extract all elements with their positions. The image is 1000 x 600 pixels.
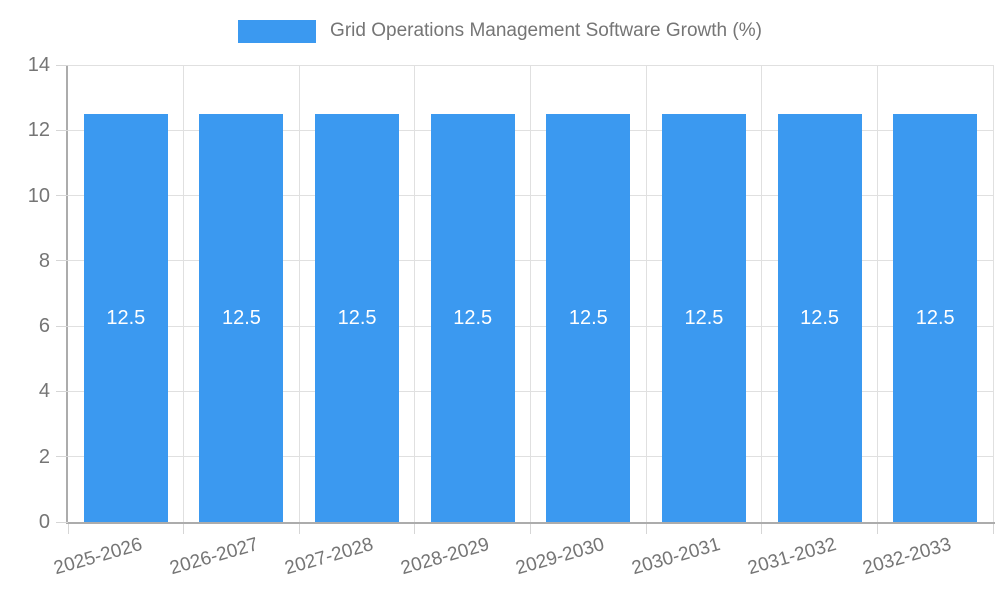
bar-value-label: 12.5 (453, 306, 493, 329)
legend-item[interactable]: Grid Operations Management Software Grow… (238, 19, 762, 43)
x-axis-tick (530, 524, 531, 534)
bar[interactable]: 12.5 (430, 113, 515, 522)
y-axis-tick (56, 456, 68, 458)
gridline-vertical (761, 65, 763, 522)
x-axis-tick-label: 2032-2033 (860, 534, 954, 580)
y-axis-tick-label: 10 (27, 184, 50, 207)
x-axis-tick-label: 2025-2026 (51, 534, 145, 580)
x-axis-tick-label: 2026-2027 (167, 534, 261, 580)
gridline-vertical (530, 65, 531, 522)
x-axis-tick-label: 2027-2028 (282, 534, 376, 580)
bar[interactable]: 12.5 (546, 113, 631, 522)
y-axis-tick (56, 64, 68, 66)
y-axis-line (66, 65, 68, 524)
gridline-vertical (992, 65, 994, 522)
x-axis-tick (183, 524, 185, 534)
y-axis-tick-label: 2 (38, 445, 50, 468)
y-axis-tick-label: 12 (27, 119, 50, 142)
y-axis-tick (56, 195, 68, 197)
y-axis-tick (56, 390, 68, 392)
y-axis-tick (56, 521, 68, 523)
y-axis-tick (56, 325, 68, 327)
x-axis-tick (645, 524, 647, 534)
gridline-vertical (298, 65, 300, 522)
x-axis-tick-label: 2029-2030 (513, 534, 608, 580)
y-axis-tick-label: 4 (38, 380, 50, 403)
x-axis-tick (761, 524, 763, 534)
bar-value-label: 12.5 (221, 306, 261, 329)
bar[interactable]: 12.5 (777, 113, 862, 522)
x-axis-line (66, 522, 995, 524)
gridline-vertical (645, 65, 647, 522)
gridline-vertical (876, 65, 878, 522)
bar-value-label: 12.5 (800, 306, 840, 329)
x-axis-tick (414, 524, 416, 534)
bar[interactable]: 12.5 (199, 113, 284, 522)
gridline-vertical (183, 65, 185, 522)
bar-value-label: 12.5 (684, 306, 724, 329)
bar[interactable]: 12.5 (661, 113, 746, 522)
x-axis-tick (876, 524, 878, 534)
bar[interactable]: 12.5 (315, 113, 400, 522)
legend-color-swatch (238, 19, 317, 43)
bar-value-label: 12.5 (337, 306, 377, 329)
x-axis-tick-label: 2030-2031 (629, 534, 723, 580)
legend-label: Grid Operations Management Software Grow… (330, 20, 762, 41)
y-axis-tick (56, 260, 68, 262)
bar-value-label: 12.5 (568, 306, 608, 329)
bar[interactable]: 12.5 (83, 113, 168, 522)
y-axis-tick-label: 14 (27, 54, 50, 76)
y-axis-tick-label: 0 (38, 511, 50, 533)
x-axis-tick (298, 524, 300, 534)
y-axis-tick-label: 6 (38, 315, 50, 338)
bar-value-label: 12.5 (915, 306, 955, 329)
x-axis-tick-label: 2031-2032 (745, 534, 839, 580)
x-axis-tick (992, 524, 994, 534)
bar[interactable]: 12.5 (893, 113, 978, 522)
chart-legend: Grid Operations Management Software Grow… (0, 18, 1000, 44)
x-axis-tick-label: 2028-2029 (398, 534, 492, 580)
x-axis-tick (67, 524, 69, 534)
bar-value-label: 12.5 (106, 306, 146, 329)
gridline-vertical (414, 65, 416, 522)
y-axis-tick (56, 129, 68, 131)
y-axis-tick-label: 8 (38, 249, 50, 272)
